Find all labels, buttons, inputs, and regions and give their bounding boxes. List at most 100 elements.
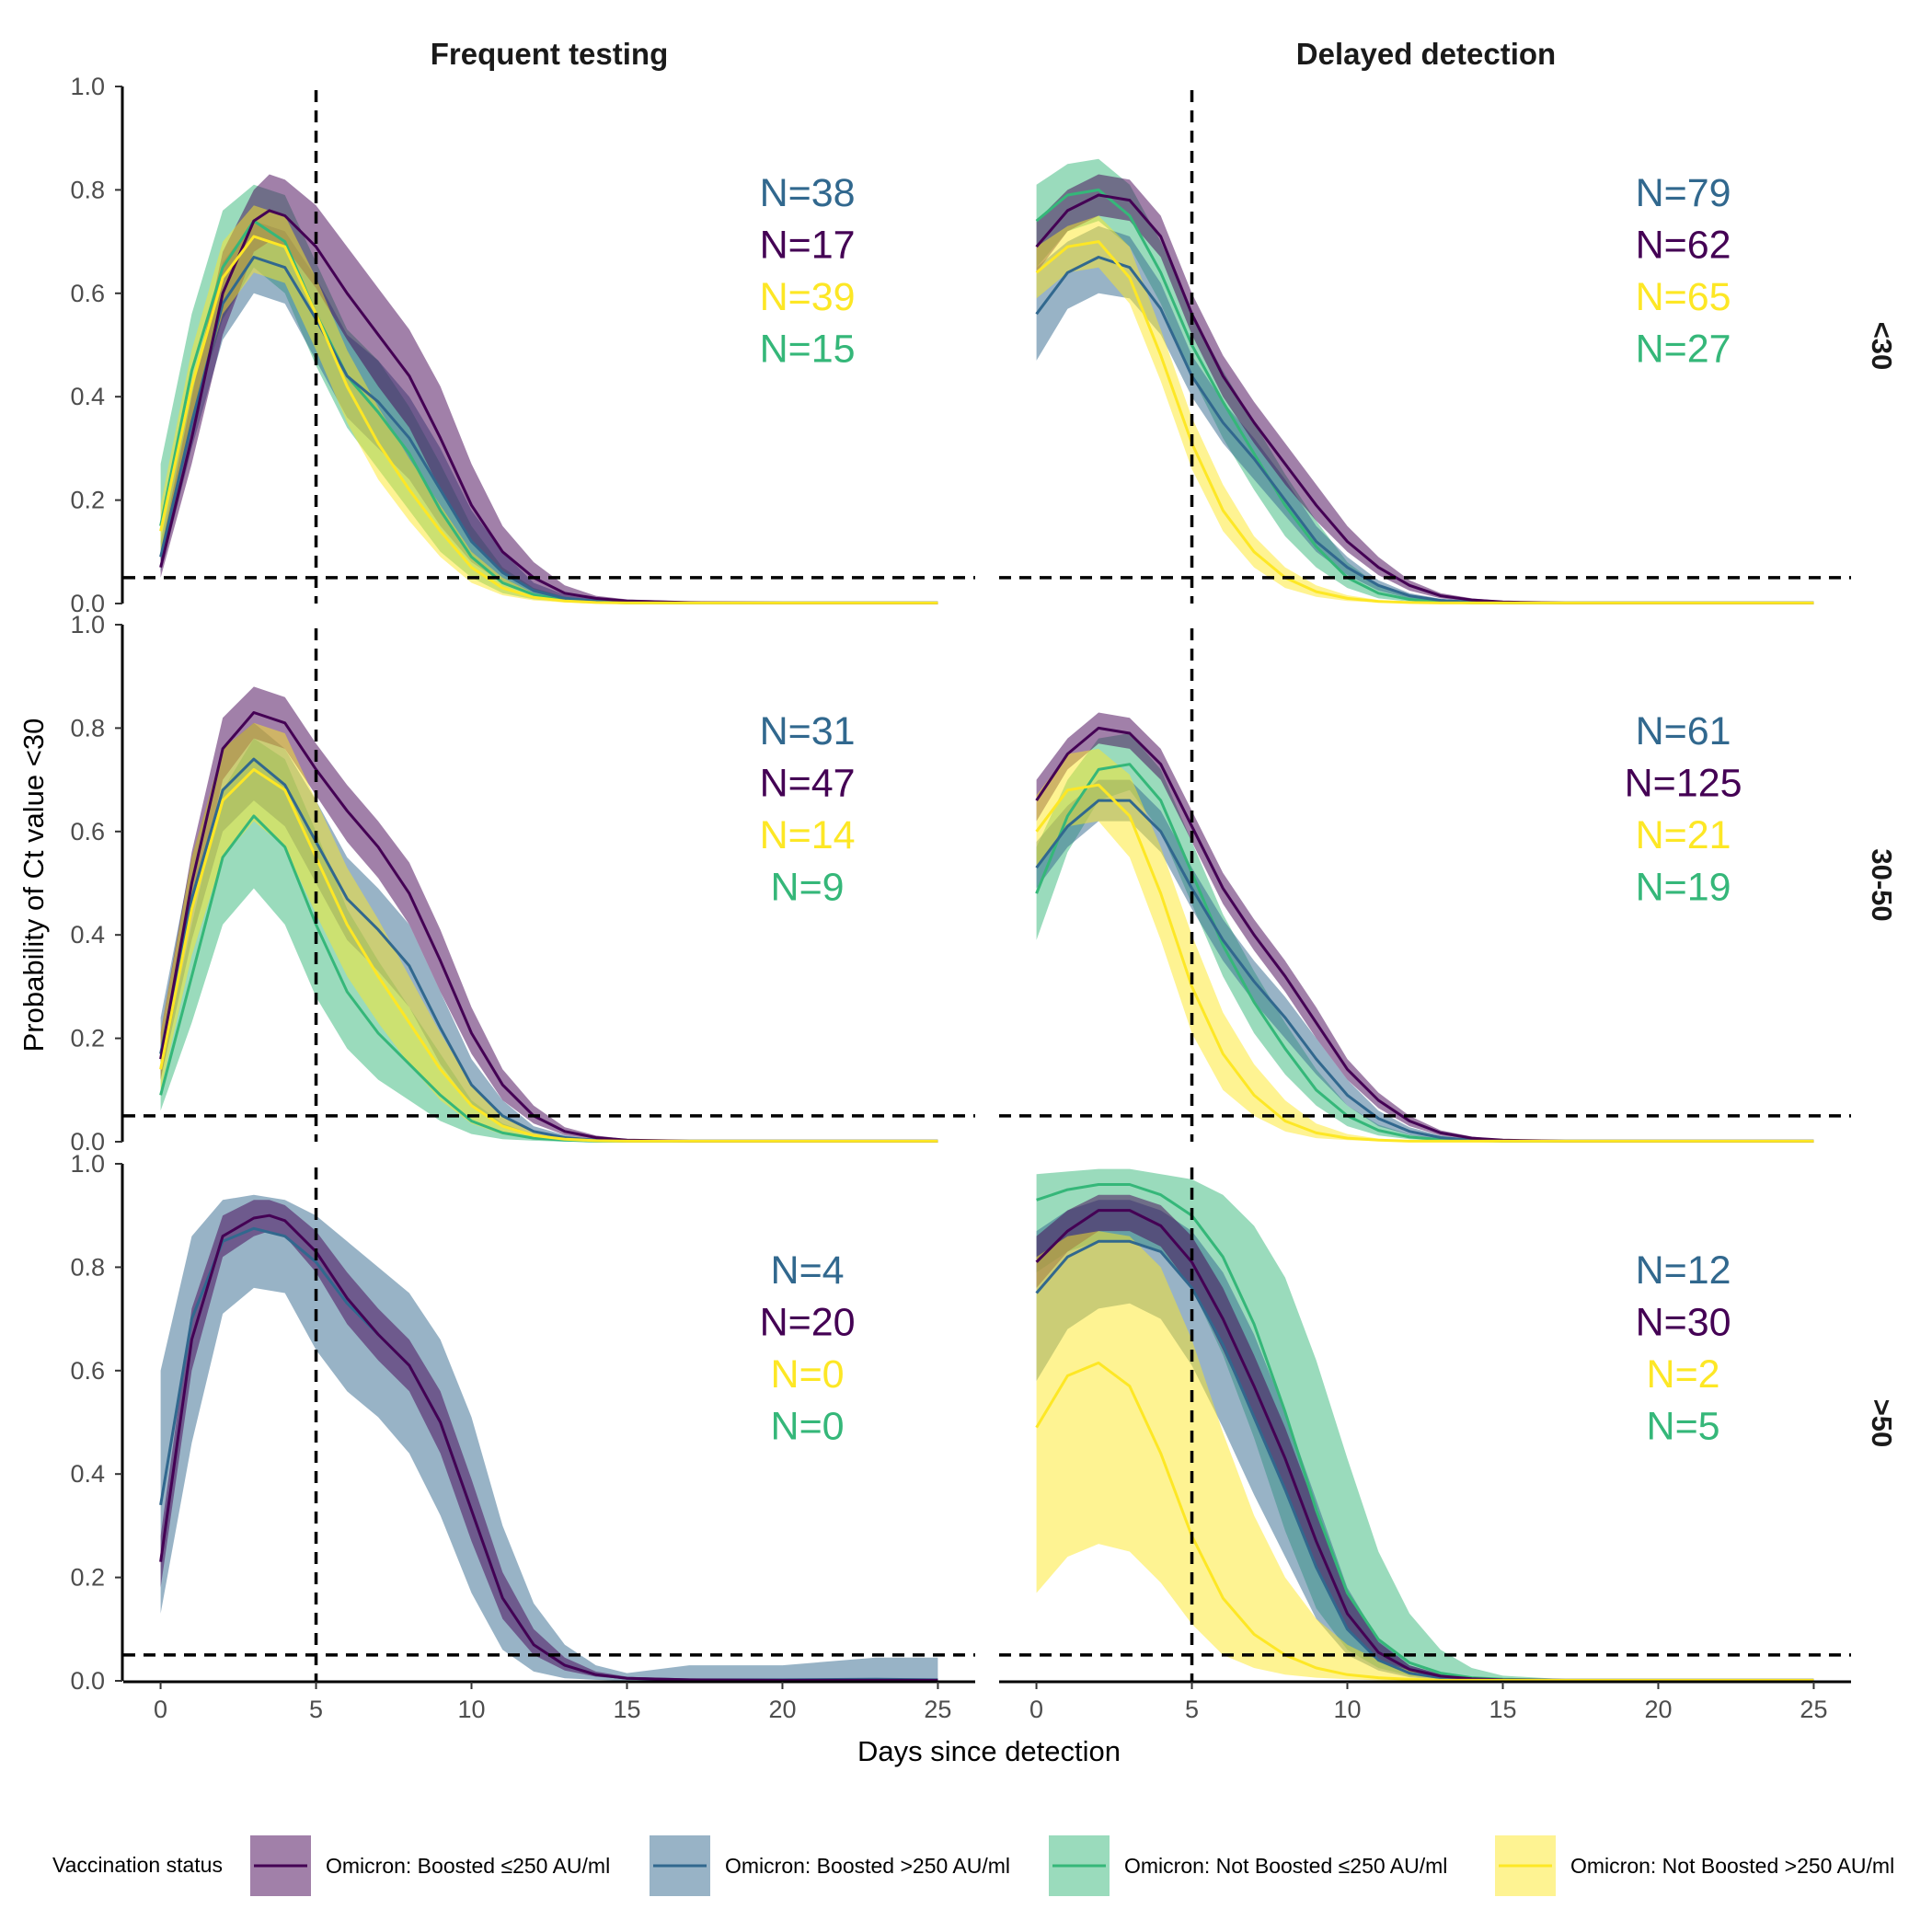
legend-label-bh: Omicron: Boosted >250 AU/ml xyxy=(725,1854,1010,1878)
y-tick-label: 0.4 xyxy=(70,1460,105,1488)
ribbon-nh xyxy=(1036,748,1814,1142)
x-tick-label: 15 xyxy=(1489,1696,1516,1723)
n-label-nh: N=0 xyxy=(771,1352,845,1397)
n-label-nl: N=0 xyxy=(771,1405,845,1449)
n-label-bl: N=47 xyxy=(760,762,856,806)
y-tick-label: 0.8 xyxy=(70,714,105,742)
n-label-bh: N=12 xyxy=(1636,1248,1731,1293)
panel-1-0: N=31 N=47 N=14 N=9 xyxy=(123,628,975,1143)
x-tick-label: 15 xyxy=(613,1696,640,1723)
line-nh xyxy=(159,235,938,604)
y-axis-title: Probability of Ct value <30 xyxy=(17,719,50,1052)
x-tick-label: 20 xyxy=(1644,1696,1672,1723)
y-tick-label: 1.0 xyxy=(70,611,105,638)
y-tick-label: 0.6 xyxy=(70,280,105,307)
column-strip-labels: Frequent testing Delayed detection xyxy=(431,37,1556,71)
ribbon-bl xyxy=(1036,174,1814,604)
panel-1-1: N=61 N=125 N=21 N=19 xyxy=(999,628,1851,1143)
row-strip-2: >50 xyxy=(1866,1399,1898,1448)
n-label-nh: N=2 xyxy=(1647,1352,1720,1397)
n-label-bl: N=17 xyxy=(760,224,856,268)
n-label-nl: N=9 xyxy=(771,866,845,910)
x-tick-label: 20 xyxy=(768,1696,796,1723)
y-tick-label: 0.2 xyxy=(70,1025,105,1052)
n-label-bl: N=125 xyxy=(1625,762,1742,806)
x-tick-label: 25 xyxy=(924,1696,951,1723)
x-tick-label: 0 xyxy=(154,1696,167,1723)
row-strip-0: <30 xyxy=(1866,322,1898,371)
x-tick-label: 25 xyxy=(1800,1696,1827,1723)
legend-item-nl: Omicron: Not Boosted ≤250 AU/ml xyxy=(1049,1835,1447,1896)
n-label-nl: N=19 xyxy=(1636,866,1731,910)
line-nh xyxy=(1035,240,1814,604)
n-label-bl: N=62 xyxy=(1636,224,1731,268)
legend-label-nl: Omicron: Not Boosted ≤250 AU/ml xyxy=(1124,1854,1447,1878)
ribbon-nh xyxy=(1036,215,1814,604)
legend-title: Vaccination status xyxy=(52,1853,223,1877)
legend-items: Omicron: Boosted ≤250 AU/ml Omicron: Boos… xyxy=(250,1835,1894,1896)
x-tick-label: 0 xyxy=(1029,1696,1043,1723)
legend-item-bh: Omicron: Boosted >250 AU/ml xyxy=(650,1835,1010,1896)
x-axis-title: Days since detection xyxy=(857,1735,1121,1767)
n-label-nh: N=65 xyxy=(1636,275,1731,319)
panels: N=38 N=17 N=39 N=15 N=79 N=62 N=65 N=27 N=31 N=47… xyxy=(123,90,1851,1682)
legend: Vaccination status Omicron: Boosted ≤250… xyxy=(52,1835,1894,1896)
row-strip-1: 30-50 xyxy=(1866,848,1898,921)
y-tick-label: 0.2 xyxy=(70,487,105,514)
n-label-nl: N=27 xyxy=(1636,328,1731,372)
y-tick-label: 0.8 xyxy=(70,1253,105,1281)
y-tick-label: 0.4 xyxy=(70,383,105,410)
line-bl xyxy=(159,209,938,604)
n-label-bh: N=31 xyxy=(760,709,856,753)
y-tick-label: 0.6 xyxy=(70,1357,105,1385)
ribbon-bl xyxy=(160,686,938,1142)
ribbon-bl xyxy=(160,174,938,604)
line-nh xyxy=(159,767,938,1143)
n-label-nl: N=5 xyxy=(1647,1405,1720,1449)
y-tick-label: 0.4 xyxy=(70,921,105,949)
n-label-bh: N=4 xyxy=(771,1248,845,1293)
row-strip-labels: <30 30-50 >50 xyxy=(1866,322,1898,1448)
n-label-bh: N=79 xyxy=(1636,171,1731,215)
n-label-bh: N=61 xyxy=(1636,709,1731,753)
x-tick-label: 5 xyxy=(309,1696,323,1723)
n-label-nh: N=39 xyxy=(760,275,856,319)
y-tick-label: 0.0 xyxy=(70,1667,105,1695)
ribbon-nh xyxy=(160,722,938,1142)
panel-2-1: N=12 N=30 N=2 N=5 xyxy=(999,1167,1851,1682)
x-tick-label: 10 xyxy=(457,1696,485,1723)
ribbon-nh xyxy=(1036,1231,1814,1681)
x-tick-label: 5 xyxy=(1185,1696,1199,1723)
ribbon-bl xyxy=(160,1200,938,1681)
column-strip-0: Frequent testing xyxy=(431,37,669,71)
n-label-bl: N=20 xyxy=(760,1301,856,1345)
column-strip-1: Delayed detection xyxy=(1296,37,1556,71)
panel-0-1: N=79 N=62 N=65 N=27 xyxy=(999,90,1851,604)
y-tick-label: 0.8 xyxy=(70,176,105,203)
n-label-nh: N=14 xyxy=(760,813,856,857)
y-tick-label: 0.0 xyxy=(70,1128,105,1156)
line-bh xyxy=(159,1226,938,1682)
y-tick-label: 0.0 xyxy=(70,590,105,617)
legend-label-nh: Omicron: Not Boosted >250 AU/ml xyxy=(1570,1854,1894,1878)
legend-item-bl: Omicron: Boosted ≤250 AU/ml xyxy=(250,1835,610,1896)
ribbon-nl xyxy=(160,738,938,1142)
y-tick-label: 1.0 xyxy=(70,1150,105,1178)
y-tick-label: 0.6 xyxy=(70,818,105,845)
line-nh xyxy=(1035,1361,1814,1682)
line-bl xyxy=(159,1213,938,1682)
legend-item-nh: Omicron: Not Boosted >250 AU/ml xyxy=(1495,1835,1894,1896)
n-label-nh: N=21 xyxy=(1636,813,1731,857)
ribbon-bl xyxy=(1036,1194,1814,1681)
line-nh xyxy=(1035,783,1814,1143)
y-tick-label: 1.0 xyxy=(70,73,105,100)
panel-0-0: N=38 N=17 N=39 N=15 xyxy=(123,90,975,604)
n-label-nl: N=15 xyxy=(760,328,856,372)
y-tick-label: 0.2 xyxy=(70,1564,105,1592)
legend-label-bl: Omicron: Boosted ≤250 AU/ml xyxy=(326,1854,610,1878)
x-tick-label: 10 xyxy=(1333,1696,1361,1723)
n-label-bl: N=30 xyxy=(1636,1301,1731,1345)
n-label-bh: N=38 xyxy=(760,171,856,215)
axes: 0.00.20.40.60.81.00.00.20.40.60.81.00.00… xyxy=(70,73,1851,1723)
